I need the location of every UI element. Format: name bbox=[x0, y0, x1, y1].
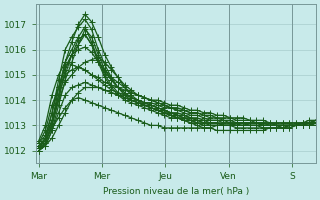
X-axis label: Pression niveau de la mer( hPa ): Pression niveau de la mer( hPa ) bbox=[103, 187, 249, 196]
